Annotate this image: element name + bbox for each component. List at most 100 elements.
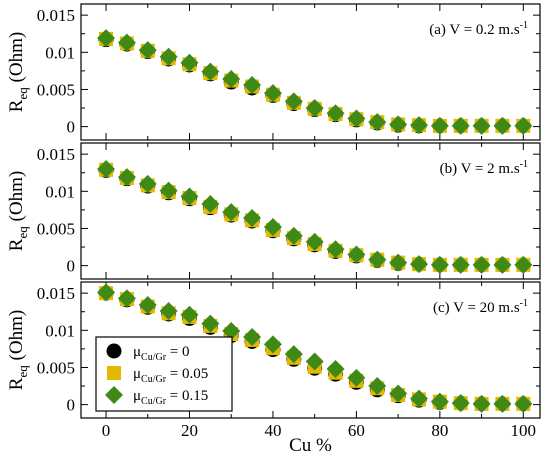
data-point — [409, 255, 428, 274]
legend-marker — [107, 366, 121, 380]
x-tick-label: 40 — [264, 421, 281, 440]
data-point — [368, 250, 387, 269]
legend-label-main: μ — [133, 366, 141, 382]
y-tick-label: 0 — [67, 118, 76, 137]
data-point — [138, 41, 157, 60]
data-point — [180, 187, 199, 206]
legend-label-sub: Cu/Gr — [141, 352, 167, 363]
y-tick-label: 0 — [67, 257, 76, 276]
data-point — [451, 116, 470, 135]
panel-annotation-sup: -1 — [520, 298, 528, 309]
legend-label-main: μ — [133, 388, 141, 404]
panel-2: 0 0.005 0.01 0.015 0 20 40 60 80 100 Req (Ohm) (c) … — [6, 281, 541, 456]
series-1 — [99, 31, 531, 133]
data-point — [97, 160, 116, 179]
data-point — [97, 29, 116, 48]
legend-label-rest: = 0 — [166, 344, 189, 360]
series-2 — [97, 29, 533, 135]
data-point — [514, 116, 533, 135]
data-point — [514, 255, 533, 274]
y-tick-label: 0.01 — [45, 43, 75, 62]
data-point — [138, 296, 157, 315]
y-axis-label: Req (Ohm) — [6, 171, 30, 251]
data-point — [409, 116, 428, 135]
y-axis-label-unit: (Ohm) — [6, 310, 27, 365]
y-axis-label-sub: eq — [15, 87, 30, 100]
data-point — [263, 84, 282, 103]
data-point — [430, 255, 449, 274]
data-point — [451, 394, 470, 413]
y-tick-label: 0.015 — [37, 284, 75, 303]
x-axis-label: Cu % — [289, 435, 332, 456]
panel-annotation: (a) V = 0.2 m.s-1 — [429, 20, 528, 38]
data-point — [201, 62, 220, 81]
legend-label: μCu/Gr = 0.15 — [133, 388, 208, 407]
legend-label-sub: Cu/Gr — [141, 396, 167, 407]
data-point — [493, 116, 512, 135]
data-point — [493, 255, 512, 274]
legend-label-rest: = 0.15 — [166, 388, 208, 404]
panel-annotation-text: (b) V = 2 m.s — [440, 161, 520, 177]
data-point — [389, 253, 408, 272]
x-tick-label: 60 — [348, 421, 365, 440]
data-point — [243, 209, 262, 228]
legend-label-sub: Cu/Gr — [141, 374, 167, 385]
panel-annotation-sup: -1 — [520, 159, 528, 170]
y-axis-label-main: R — [6, 377, 27, 390]
series-1 — [99, 162, 531, 272]
data-point — [117, 168, 136, 187]
plot-frame — [80, 142, 541, 280]
y-tick-label: 0.015 — [37, 145, 75, 164]
data-point — [222, 203, 241, 222]
data-point — [326, 359, 345, 378]
legend-label: μCu/Gr = 0.05 — [133, 366, 208, 385]
data-point — [222, 70, 241, 89]
y-tick-label: 0.01 — [45, 182, 75, 201]
data-point — [430, 392, 449, 411]
plot-frame — [80, 3, 541, 141]
y-tick-label: 0.01 — [45, 321, 75, 340]
panel-annotation: (c) V = 20 m.s-1 — [433, 298, 528, 316]
data-point — [514, 394, 533, 413]
legend-label-main: μ — [133, 344, 141, 360]
y-tick-label: 0.015 — [37, 6, 75, 25]
y-axis-label-unit: (Ohm) — [6, 32, 27, 87]
legend-marker — [105, 386, 123, 404]
series-2 — [97, 160, 533, 274]
data-point — [180, 305, 199, 324]
data-point — [159, 181, 178, 200]
data-point — [305, 99, 324, 118]
data-point — [159, 301, 178, 320]
x-tick-label: 0 — [102, 421, 111, 440]
data-point — [305, 232, 324, 251]
y-axis-label: Req (Ohm) — [6, 310, 30, 390]
data-point — [243, 327, 262, 346]
y-tick-label: 0.005 — [37, 219, 75, 238]
y-tick-label: 0.005 — [37, 358, 75, 377]
panel-annotation: (b) V = 2 m.s-1 — [440, 159, 528, 177]
y-tick-label: 0 — [67, 396, 76, 415]
data-point — [430, 116, 449, 135]
data-point — [117, 33, 136, 52]
series-2 — [97, 283, 533, 413]
data-point — [222, 322, 241, 341]
series-0 — [98, 32, 531, 134]
plot-frame — [80, 281, 541, 419]
panel-0: 0 0.005 0.01 0.015 Req (Ohm) (a) V = 0.2 m.s-… — [6, 3, 541, 141]
panel-1: 0 0.005 0.01 0.015 Req (Ohm) (b) V = 2 m.s-1 — [6, 142, 541, 280]
x-tick-label: 80 — [431, 421, 448, 440]
y-tick-label: 0.005 — [37, 80, 75, 99]
panel-annotation-sup: -1 — [520, 20, 528, 31]
data-point — [305, 352, 324, 371]
data-point — [138, 174, 157, 193]
x-tick-label: 20 — [181, 421, 198, 440]
y-axis-label: Req (Ohm) — [6, 32, 30, 112]
data-point — [284, 92, 303, 111]
y-axis-label-unit: (Ohm) — [6, 171, 27, 226]
data-point — [326, 104, 345, 123]
data-point — [284, 226, 303, 245]
data-point — [472, 116, 491, 135]
data-point — [493, 394, 512, 413]
